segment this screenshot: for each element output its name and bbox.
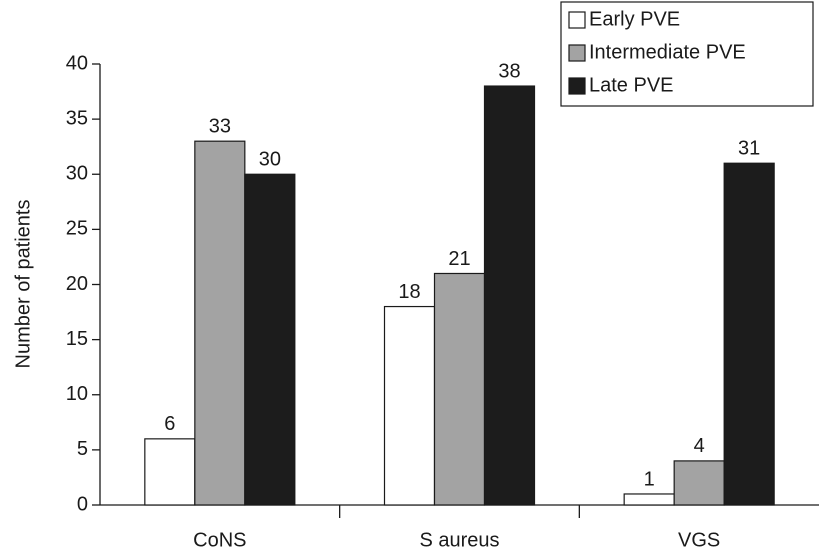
legend-label: Early PVE [589,8,680,30]
bar [673,460,725,506]
value-label: 4 [694,435,705,457]
legend-label: Intermediate PVE [589,41,746,63]
value-label: 38 [498,60,520,82]
x-tick-label: S aureus [419,529,499,551]
bar [483,85,536,506]
value-label: 21 [448,248,470,270]
value-label: 33 [209,115,231,137]
y-tick-label: 35 [66,107,88,129]
bar [244,173,296,506]
y-tick-label: 20 [66,273,88,295]
bar [144,438,196,506]
bar [194,140,246,506]
legend-box [560,1,814,107]
value-label: 31 [738,138,760,160]
value-label: 1 [644,468,655,490]
value-label: 30 [259,149,281,171]
x-tick-label: VGS [678,529,720,551]
y-tick-label: 40 [66,52,88,74]
legend-swatch [568,11,586,29]
bar [383,305,436,506]
y-tick-label: 15 [66,328,88,350]
value-label: 18 [398,281,420,303]
value-label: 6 [164,413,175,435]
bar [623,493,675,506]
y-tick-label: 25 [66,218,88,240]
y-tick-label: 30 [66,163,88,185]
legend-label: Late PVE [589,74,674,96]
y-axis-label: Number of patients [12,200,34,369]
bar [723,162,775,506]
y-tick-label: 0 [77,493,88,515]
legend-swatch [568,44,586,62]
bar [433,272,486,506]
y-tick-label: 10 [66,383,88,405]
legend-swatch [568,77,586,95]
x-tick-label: CoNS [193,529,246,551]
y-tick-label: 5 [77,438,88,460]
